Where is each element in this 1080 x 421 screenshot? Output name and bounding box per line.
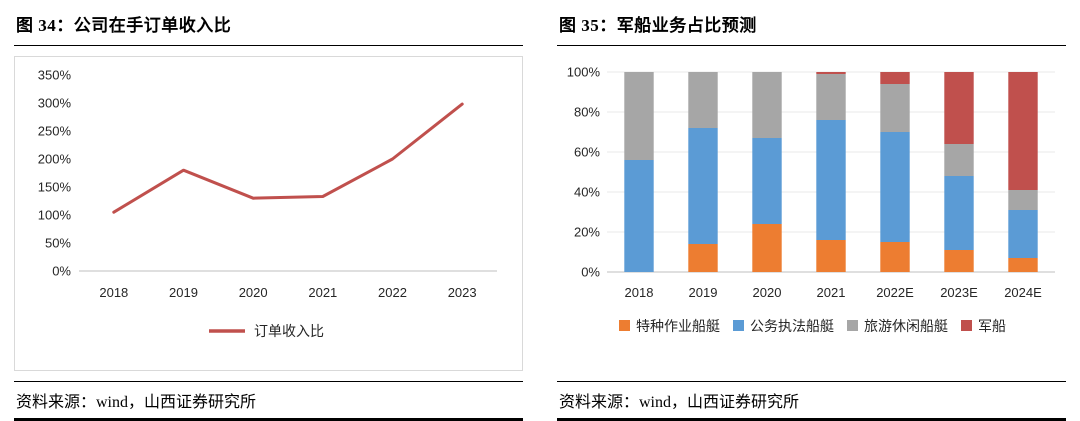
- figure-35-title-rule: [557, 45, 1066, 46]
- x-tick-label: 2019: [169, 285, 198, 300]
- y-tick-label: 80%: [574, 105, 600, 120]
- bar-segment: [944, 176, 974, 250]
- bar-segment: [688, 244, 718, 272]
- legend-swatch: [733, 320, 744, 331]
- y-tick-label: 50%: [45, 236, 71, 251]
- bar-segment: [688, 128, 718, 244]
- bar-segment: [816, 72, 846, 74]
- figure-34-bottom-rule: [14, 418, 523, 421]
- panel-figure-34: 图 34：公司在手订单收入比 0% 50% 100% 150% 200% 250% 300%…: [14, 6, 523, 421]
- figure-34-title: 图 34：公司在手订单收入比: [16, 16, 232, 35]
- x-tick-label: 2024E: [1004, 285, 1042, 300]
- y-tick-label: 150%: [38, 180, 72, 195]
- figure-35-source-block: 资料来源：wind，山西证券研究所: [557, 381, 1066, 421]
- y-tick-label: 0%: [581, 265, 600, 280]
- legend-label: 特种作业船艇: [636, 318, 720, 334]
- bar-segment: [752, 72, 782, 138]
- figure-35-source-rule: [557, 381, 1066, 382]
- bar-segment: [1008, 258, 1038, 272]
- x-tick-label: 2020: [239, 285, 268, 300]
- legend-label: 订单收入比: [254, 323, 324, 339]
- figure-35-title: 图 35：军船业务占比预测: [559, 16, 757, 35]
- y-tick-label: 60%: [574, 145, 600, 160]
- panel-figure-35: 图 35：军船业务占比预测 0% 20% 40% 60% 80% 100% 2018 2019…: [557, 6, 1066, 421]
- bar-segment: [880, 72, 910, 84]
- y-tick-label: 300%: [38, 96, 72, 111]
- bar-segment: [880, 84, 910, 132]
- bar-segment: [624, 72, 654, 160]
- figure-34-source: 资料来源：wind，山西证券研究所: [16, 394, 257, 411]
- legend-label: 军船: [978, 318, 1006, 334]
- bar-segment: [1008, 190, 1038, 210]
- legend-swatch: [961, 320, 972, 331]
- x-tick-label: 2021: [817, 285, 846, 300]
- y-tick-label: 200%: [38, 152, 72, 167]
- bar-segment: [816, 240, 846, 272]
- series-line: [112, 102, 464, 214]
- x-tick-label: 2022: [378, 285, 407, 300]
- legend-swatch: [619, 320, 630, 331]
- legend-swatch: [847, 320, 858, 331]
- bar-segment: [944, 144, 974, 176]
- x-tick-label: 2023: [448, 285, 477, 300]
- bar-segment: [752, 224, 782, 272]
- x-tick-label: 2022E: [876, 285, 914, 300]
- legend-label: 公务执法船艇: [750, 318, 834, 334]
- figure-34-source-rule: [14, 381, 523, 382]
- x-tick-label: 2021: [308, 285, 337, 300]
- stacked-bar-chart-frame: 0% 20% 40% 60% 80% 100% 2018 2019 2020 2021 2022E 2…: [557, 56, 1066, 367]
- bar-segment: [1008, 72, 1038, 190]
- line-chart: 0% 50% 100% 150% 200% 250% 300% 350% 2018 2019 202…: [38, 68, 497, 339]
- bar-segment: [752, 138, 782, 224]
- y-tick-label: 250%: [38, 124, 72, 139]
- y-tick-label: 40%: [574, 185, 600, 200]
- y-tick-label: 100%: [567, 65, 601, 80]
- bar-segment: [624, 160, 654, 272]
- bar-segment: [880, 242, 910, 272]
- y-tick-label: 100%: [38, 208, 72, 223]
- line-chart-frame: 0% 50% 100% 150% 200% 250% 300% 350% 2018 2019 202…: [14, 56, 523, 371]
- stacked-bar-chart: 0% 20% 40% 60% 80% 100% 2018 2019 2020 2021 2022E 2…: [567, 65, 1055, 334]
- figure-35-bottom-rule: [557, 418, 1066, 421]
- figure-34-source-block: 资料来源：wind，山西证券研究所: [14, 381, 523, 421]
- bar-segment: [688, 72, 718, 128]
- bar-segment: [816, 74, 846, 120]
- figure-34-title-rule: [14, 45, 523, 46]
- bar-segment: [944, 250, 974, 272]
- x-tick-label: 2020: [753, 285, 782, 300]
- bar-segment: [1008, 210, 1038, 258]
- x-tick-label: 2019: [689, 285, 718, 300]
- bar-segment: [880, 132, 910, 242]
- y-tick-label: 0%: [52, 264, 71, 279]
- x-tick-label: 2018: [625, 285, 654, 300]
- y-tick-label: 350%: [38, 68, 72, 83]
- bar-segment: [816, 120, 846, 240]
- bar-segment: [944, 72, 974, 144]
- y-tick-label: 20%: [574, 225, 600, 240]
- figure-35-source: 资料来源：wind，山西证券研究所: [559, 394, 800, 411]
- x-tick-label: 2023E: [940, 285, 978, 300]
- legend-label: 旅游休闲船艇: [864, 318, 948, 334]
- x-tick-label: 2018: [99, 285, 128, 300]
